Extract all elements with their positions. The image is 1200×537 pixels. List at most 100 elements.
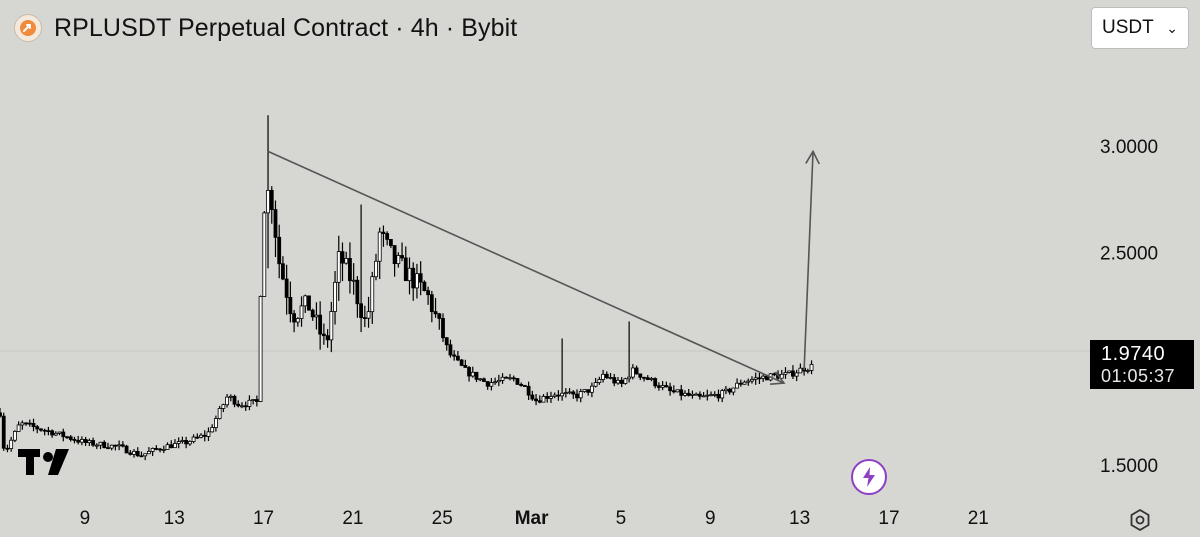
candle-body-down <box>448 344 453 356</box>
candle <box>210 424 215 433</box>
candle-body-down <box>42 429 47 432</box>
gear-icon[interactable] <box>1128 508 1152 537</box>
candle-body-down <box>340 251 345 264</box>
chevron-down-icon: ⌄ <box>1166 19 1178 36</box>
tradingview-logo[interactable] <box>18 447 70 482</box>
candle <box>180 436 185 444</box>
candle <box>664 381 669 388</box>
candle <box>158 448 162 453</box>
candle-body-up <box>98 441 103 446</box>
candle <box>135 447 140 457</box>
candle <box>344 251 349 265</box>
candle <box>482 377 486 382</box>
candle <box>779 369 784 379</box>
price-axis[interactable]: 3.0000 2.5000 1.5000 <box>1100 137 1158 477</box>
currency-value: USDT <box>1102 17 1154 38</box>
candle-body-down <box>429 294 434 312</box>
candle-body-up <box>593 382 598 387</box>
candle-body-down <box>61 431 66 438</box>
candle <box>0 407 2 418</box>
candle-body-up <box>675 389 680 393</box>
candle-body-down <box>526 385 531 396</box>
candle-body-up <box>266 190 270 214</box>
candle <box>124 444 129 454</box>
descending-trendline[interactable] <box>267 150 786 385</box>
candle <box>199 433 203 439</box>
candle-body-down <box>106 447 110 450</box>
candle <box>627 321 632 383</box>
trendline-segment[interactable] <box>803 151 814 371</box>
candle <box>560 338 565 401</box>
candle <box>318 301 323 350</box>
candle <box>68 435 73 442</box>
candle-body-up <box>616 379 620 384</box>
lightning-icon[interactable] <box>851 459 887 495</box>
candle-body-up <box>132 450 136 455</box>
candle <box>254 395 259 407</box>
candle-body-down <box>556 394 561 397</box>
trendline-segment[interactable] <box>267 150 785 384</box>
candle-body-down <box>5 447 10 450</box>
candle-body-down <box>307 295 311 311</box>
breakout-arrow[interactable] <box>803 149 820 371</box>
candle <box>321 323 326 345</box>
candle-body-down <box>545 396 550 399</box>
rocket-icon[interactable] <box>14 14 42 42</box>
candle-body-up <box>199 434 203 438</box>
candle-body-down <box>318 314 323 335</box>
candle-body-down <box>504 376 509 379</box>
candle <box>429 290 434 323</box>
candle-body-up <box>94 444 99 447</box>
candle <box>187 440 192 446</box>
candle-body-down <box>72 439 77 441</box>
candle-body-down <box>50 430 55 436</box>
drawings-layer[interactable] <box>267 149 820 385</box>
candle-body-down <box>791 370 795 377</box>
candle <box>12 430 17 443</box>
candle-body-down <box>184 439 189 445</box>
candle-body-down <box>31 422 36 428</box>
candle <box>452 350 457 361</box>
candle-body-down <box>604 373 609 379</box>
candle-body-up <box>187 441 192 445</box>
candle <box>403 246 408 282</box>
candle <box>571 390 576 399</box>
candle <box>39 428 43 432</box>
candle-body-up <box>560 392 565 397</box>
candle <box>340 242 345 282</box>
candle-body-up <box>262 212 267 297</box>
candle <box>608 373 613 380</box>
candle <box>534 394 538 406</box>
time-tick-label: 17 <box>253 508 274 529</box>
candle-body-up <box>344 257 349 264</box>
candle <box>46 426 51 436</box>
candle-body-up <box>109 444 114 449</box>
candle <box>161 445 166 454</box>
candle-body-down <box>455 355 460 361</box>
candle-body-down <box>441 318 445 339</box>
candle-body-down <box>39 428 43 431</box>
candle <box>511 375 516 382</box>
candle <box>176 437 181 449</box>
candle-body-up <box>798 367 803 374</box>
candle <box>694 392 699 396</box>
candle <box>27 419 32 427</box>
candle-body-up <box>176 441 181 444</box>
candle-body-up <box>191 436 196 442</box>
candle <box>202 430 207 442</box>
candle <box>552 392 557 399</box>
candle <box>329 301 334 353</box>
candle-body-down <box>128 452 133 455</box>
currency-select[interactable]: USDT ⌄ <box>1091 7 1189 49</box>
candle-body-down <box>671 390 676 393</box>
candle <box>243 401 248 411</box>
candle <box>727 387 732 395</box>
candle-body-down <box>254 399 259 402</box>
candle <box>515 378 520 385</box>
time-axis[interactable]: 9 13 17 21 25 Mar 5 9 13 17 21 <box>80 508 989 529</box>
candle <box>809 360 814 375</box>
candle <box>79 436 84 446</box>
candle-body-down <box>243 405 248 408</box>
